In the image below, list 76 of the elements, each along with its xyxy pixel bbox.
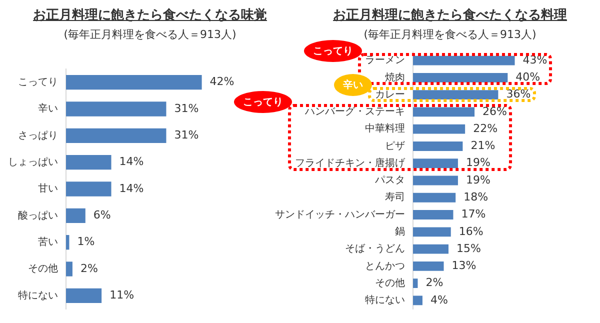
y-tick-label: 甘い [38, 182, 58, 195]
y-tick-label: カレー [375, 89, 405, 100]
bar [413, 56, 515, 66]
y-tick-label: ハンバーグ・ステーキ [304, 106, 405, 118]
y-tick-label: サンドイッチ・ハンバーガー [275, 209, 405, 220]
data-label: 40% [516, 70, 540, 84]
bar [66, 102, 166, 116]
data-label: 13% [452, 259, 476, 272]
data-label: 2% [80, 262, 98, 275]
data-label: 14% [119, 182, 144, 195]
bar [413, 72, 508, 82]
y-tick-label: フライドチキン・唐揚げ [295, 156, 406, 169]
data-label: 22% [473, 122, 498, 135]
data-label: 1% [77, 235, 95, 248]
bar [66, 182, 112, 196]
y-tick-label: 特にない [365, 294, 405, 306]
bar [413, 278, 418, 288]
bar [66, 235, 70, 250]
bar [66, 75, 202, 90]
bar [413, 227, 451, 237]
data-label: 18% [464, 190, 488, 204]
y-tick-label: とんかつ [365, 260, 405, 272]
y-tick-label: 鍋 [395, 226, 405, 238]
bar [413, 158, 458, 168]
data-label: 19% [466, 173, 490, 186]
chart-subtitle: (毎年正月料理を食べる人＝913人) [364, 27, 536, 42]
bar [413, 261, 444, 271]
bar [66, 128, 166, 143]
y-tick-label: しょっぱい [8, 156, 58, 168]
data-label: 15% [456, 242, 481, 255]
bar [413, 192, 456, 202]
data-label: 42% [210, 75, 234, 88]
bar [413, 296, 422, 306]
data-label: 31% [174, 102, 199, 115]
bar [66, 155, 112, 170]
y-tick-label: 辛い [38, 102, 58, 115]
y-tick-label: パスタ [374, 175, 405, 186]
y-tick-label: 中華料理 [365, 122, 405, 135]
chart-subtitle: (毎年正月料理を食べる人＝913人) [64, 27, 236, 42]
bar [66, 288, 102, 303]
data-label: 16% [458, 224, 484, 238]
bar [413, 210, 454, 220]
data-label: 6% [93, 208, 111, 222]
y-tick-label: こってり [18, 76, 58, 88]
y-tick-label: さっぱり [18, 130, 58, 142]
bar [413, 176, 458, 186]
data-label: 14% [119, 155, 144, 168]
y-tick-label: その他 [28, 262, 58, 275]
data-label: 21% [470, 139, 496, 152]
chart-title: お正月料理に飽きたら食べたくなる料理 [333, 7, 567, 24]
data-label: 4% [430, 293, 448, 306]
bar [413, 107, 475, 117]
chart-title: お正月料理に飽きたら食べたくなる味覚 [33, 6, 267, 24]
data-label: 36% [506, 88, 531, 101]
y-tick-label: その他 [375, 276, 405, 289]
data-label: 19% [466, 156, 490, 170]
y-tick-label: ピザ [385, 140, 405, 152]
data-label: 26% [482, 104, 507, 118]
data-label: 2% [426, 276, 444, 290]
bar [413, 244, 448, 254]
y-tick-label: 特にない [18, 289, 58, 302]
bar [413, 142, 463, 151]
y-tick-label: 苦い [38, 236, 58, 248]
y-tick-label: 焼肉 [385, 71, 405, 84]
bar [413, 124, 466, 134]
data-label: 31% [174, 128, 199, 142]
data-label: 17% [461, 208, 486, 221]
bar [66, 208, 86, 223]
text: こってり [234, 91, 292, 114]
y-tick-label: 酸っぱい [18, 209, 58, 222]
data-label: 11% [110, 288, 134, 302]
bar [413, 90, 498, 100]
y-tick-label: そば・うどん [345, 244, 405, 255]
y-tick-label: 寿司 [385, 192, 405, 204]
bar [66, 262, 72, 276]
y-tick-label: ラーメン [365, 55, 405, 66]
